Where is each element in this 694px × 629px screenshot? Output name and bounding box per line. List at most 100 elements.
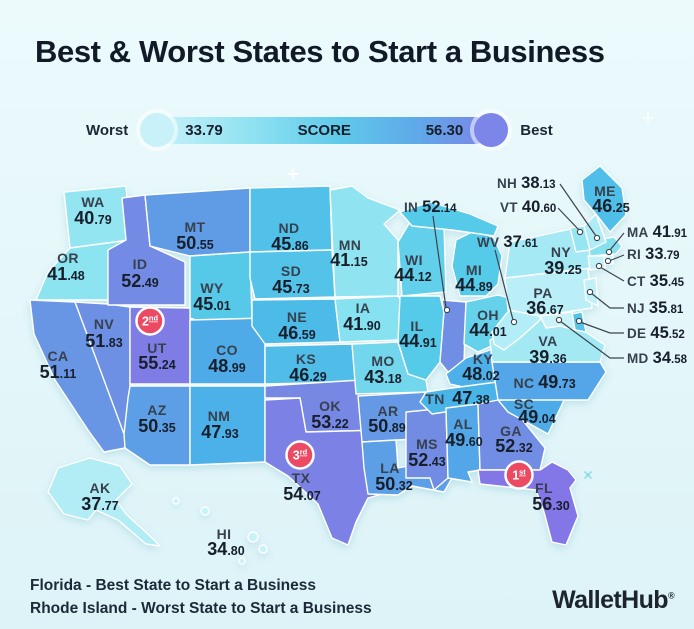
rank-badge-text-2nd: 2nd bbox=[142, 314, 159, 329]
plus-decoration bbox=[288, 169, 298, 179]
state-label-DE: DE 45.52 bbox=[627, 324, 685, 342]
state-abbr-WA: WA bbox=[81, 194, 104, 210]
state-value-NE: 46.59 bbox=[278, 323, 315, 343]
state-abbr-NE: NE bbox=[287, 309, 307, 325]
state-abbr-IA: IA bbox=[356, 300, 371, 316]
state-abbr-TN: TN bbox=[425, 391, 444, 407]
state-abbr-ME: ME bbox=[594, 183, 616, 199]
state-abbr-ND: ND bbox=[278, 220, 299, 236]
state-WI bbox=[397, 221, 447, 297]
leader-line-VT bbox=[557, 207, 580, 231]
leader-line-NH bbox=[559, 183, 597, 237]
state-abbr-LA: LA bbox=[380, 460, 399, 476]
state-value-MT: 50.55 bbox=[176, 233, 213, 253]
wallethub-logo: WalletHub® bbox=[552, 586, 675, 615]
worst-state-name: Rhode Island bbox=[30, 600, 128, 617]
state-value-AR: 50.89 bbox=[368, 416, 405, 436]
state-abbr-IL: IL bbox=[410, 318, 423, 334]
state-abbr-NM: NM bbox=[208, 408, 231, 424]
best-state-name: Florida bbox=[30, 577, 82, 594]
state-abbr-FL: FL bbox=[535, 480, 553, 496]
state-value-ME: 46.25 bbox=[592, 196, 629, 216]
state-label-NJ: NJ 35.81 bbox=[627, 299, 684, 317]
state-abbr-SC: SC bbox=[514, 396, 534, 412]
state-value-LA: 50.32 bbox=[375, 474, 412, 494]
state-value-TN: 47.38 bbox=[452, 388, 489, 408]
state-AK bbox=[47, 457, 161, 547]
leader-line-MA bbox=[609, 232, 625, 251]
state-abbr-WY: WY bbox=[200, 280, 224, 296]
best-state-callout: Florida - Best State to Start a Business bbox=[30, 574, 372, 597]
state-abbr-NC: NC bbox=[513, 375, 534, 391]
state-label-WV: WV 37.61 bbox=[477, 233, 538, 251]
state-value-AZ: 50.35 bbox=[138, 416, 175, 436]
state-label-RI: RI 33.79 bbox=[627, 245, 680, 263]
state-abbr-HI: HI bbox=[217, 526, 232, 542]
state-abbr-OR: OR bbox=[57, 250, 79, 266]
state-abbr-CA: CA bbox=[47, 348, 68, 364]
leader-line-DE bbox=[579, 321, 624, 334]
state-abbr-AR: AR bbox=[377, 403, 398, 419]
state-NH bbox=[583, 213, 607, 251]
state-abbr-AZ: AZ bbox=[147, 402, 167, 418]
state-abbr-OH: OH bbox=[477, 307, 499, 323]
rank-badge-2nd: 2nd bbox=[135, 306, 165, 336]
state-value-UT: 55.24 bbox=[138, 353, 175, 373]
state-label-CT: CT 35.45 bbox=[627, 272, 685, 290]
state-abbr-AL: AL bbox=[453, 416, 473, 432]
state-label-NH: NH 38.13 bbox=[497, 174, 556, 192]
legend-gradient-bar: 33.79 SCORE 56.30 bbox=[159, 116, 490, 144]
state-value-WA: 40.79 bbox=[74, 208, 111, 228]
leader-line-MD bbox=[559, 320, 624, 359]
state-HI-island bbox=[238, 557, 246, 565]
state-abbr-SD: SD bbox=[281, 263, 301, 279]
state-value-CO: 48.99 bbox=[208, 356, 245, 376]
state-value-FL: 56.30 bbox=[532, 494, 569, 514]
state-abbr-ID: ID bbox=[133, 256, 148, 272]
state-abbr-MN: MN bbox=[339, 237, 362, 253]
state-abbr-GA: GA bbox=[500, 423, 522, 439]
state-abbr-PA: PA bbox=[533, 285, 552, 301]
state-label-IN: IN 52.14 bbox=[404, 198, 457, 216]
footer-callouts: Florida - Best State to Start a Business… bbox=[30, 574, 372, 620]
state-label-MA: MA 41.91 bbox=[627, 223, 688, 241]
leader-dot-DE bbox=[575, 317, 583, 325]
rank-badges-layer: 1st 2nd 3rd bbox=[135, 306, 534, 490]
best-state-text: - Best State to Start a Business bbox=[81, 577, 316, 594]
rank-badge-3rd: 3rd bbox=[285, 440, 315, 470]
state-value-GA: 52.32 bbox=[495, 436, 532, 456]
legend-min-value: 33.79 bbox=[185, 121, 223, 139]
wallethub-wordmark: WalletHub bbox=[552, 586, 668, 614]
state-value-OK: 53.22 bbox=[311, 412, 348, 432]
state-value-MS: 52.43 bbox=[408, 450, 445, 470]
registered-mark: ® bbox=[667, 590, 675, 601]
state-value-TX: 54.07 bbox=[283, 484, 320, 504]
worst-state-callout: Rhode Island - Worst State to Start a Bu… bbox=[30, 597, 372, 620]
state-value-AK: 37.77 bbox=[81, 494, 118, 514]
background-decorations bbox=[288, 113, 653, 480]
state-abbr-OK: OK bbox=[319, 398, 341, 414]
leader-dot-RI bbox=[604, 257, 612, 265]
state-abbr-MO: MO bbox=[371, 353, 394, 369]
state-value-OH: 44.01 bbox=[469, 320, 506, 340]
state-HI-island bbox=[200, 506, 210, 516]
leader-dot-VT bbox=[576, 228, 584, 236]
state-value-SC: 49.04 bbox=[518, 407, 555, 427]
state-abbr-TX: TX bbox=[292, 470, 311, 486]
state-value-IA: 41.90 bbox=[343, 314, 380, 334]
state-value-WY: 45.01 bbox=[193, 294, 230, 314]
state-MN bbox=[329, 185, 401, 298]
state-value-IL: 44.91 bbox=[399, 331, 436, 351]
state-value-AL: 49.60 bbox=[445, 430, 482, 450]
state-value-ID: 52.49 bbox=[121, 271, 158, 291]
state-abbr-WI: WI bbox=[405, 252, 423, 268]
state-abbr-NY: NY bbox=[551, 244, 572, 260]
state-value-KY: 48.02 bbox=[462, 364, 499, 384]
state-value-PA: 36.67 bbox=[526, 298, 563, 318]
legend-max-swatch bbox=[474, 113, 509, 147]
state-value-MN: 41.15 bbox=[330, 250, 367, 270]
state-value-NM: 47.93 bbox=[201, 422, 238, 442]
rank-badge-circle-3rd bbox=[285, 440, 315, 470]
leader-line-IN bbox=[432, 215, 447, 309]
state-label-MD: MD 34.58 bbox=[627, 349, 688, 367]
